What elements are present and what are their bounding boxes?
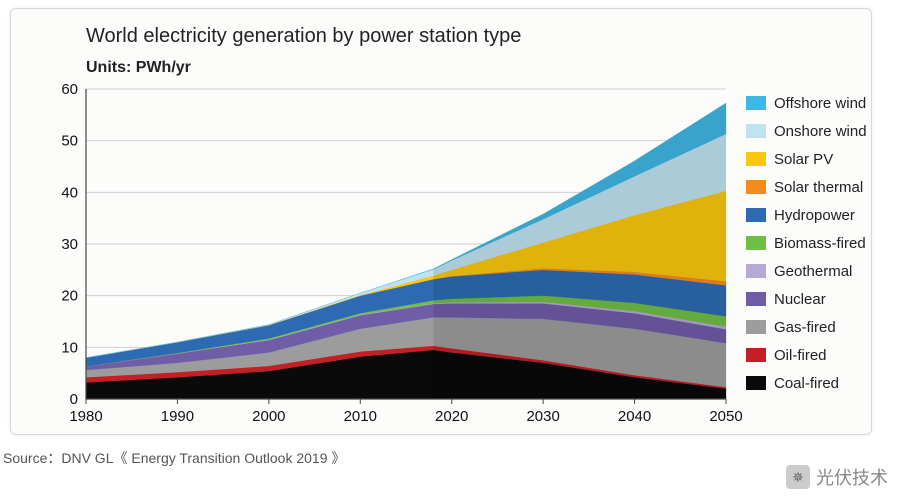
legend-swatch (746, 292, 766, 306)
stacked-area-chart: 0102030405060198019902000201020202030204… (41, 79, 861, 429)
svg-text:50: 50 (61, 133, 78, 150)
legend-swatch (746, 236, 766, 250)
svg-text:20: 20 (61, 288, 78, 305)
legend-label: Coal-fired (774, 375, 839, 392)
svg-text:40: 40 (61, 184, 78, 201)
legend-label: Onshore wind (774, 123, 867, 140)
legend-swatch (746, 264, 766, 278)
chart-legend: Offshore wind Onshore wind Solar PV Solar t… (746, 89, 886, 397)
legend-swatch (746, 320, 766, 334)
svg-text:0: 0 (70, 391, 78, 408)
chart-title: World electricity generation by power st… (86, 25, 521, 48)
legend-swatch (746, 376, 766, 390)
legend-label: Hydropower (774, 207, 855, 224)
chat-icon: ✵ (786, 465, 810, 489)
legend-label: Gas-fired (774, 319, 836, 336)
legend-swatch (746, 96, 766, 110)
svg-text:2030: 2030 (526, 408, 559, 425)
legend-swatch (746, 180, 766, 194)
legend-label: Nuclear (774, 291, 826, 308)
legend-label: Solar thermal (774, 179, 863, 196)
legend-swatch (746, 208, 766, 222)
legend-item-solar-pv: Solar PV (746, 145, 886, 173)
legend-item-coal-fired: Coal-fired (746, 369, 886, 397)
legend-item-oil-fired: Oil-fired (746, 341, 886, 369)
legend-label: Biomass-fired (774, 235, 866, 252)
legend-item-nuclear: Nuclear (746, 285, 886, 313)
svg-text:1990: 1990 (161, 408, 194, 425)
legend-item-gas-fired: Gas-fired (746, 313, 886, 341)
legend-item-biomass-fired: Biomass-fired (746, 229, 886, 257)
svg-text:2000: 2000 (252, 408, 285, 425)
legend-label: Geothermal (774, 263, 852, 280)
legend-item-onshore-wind: Onshore wind (746, 117, 886, 145)
legend-label: Offshore wind (774, 95, 866, 112)
svg-text:30: 30 (61, 236, 78, 253)
legend-item-offshore-wind: Offshore wind (746, 89, 886, 117)
legend-swatch (746, 348, 766, 362)
legend-item-hydropower: Hydropower (746, 201, 886, 229)
watermark-text: 光伏技术 (816, 464, 888, 490)
legend-item-geothermal: Geothermal (746, 257, 886, 285)
source-line: Source：DNV GL《 Energy Transition Outlook… (3, 448, 345, 468)
chart-frame: World electricity generation by power st… (10, 8, 872, 435)
svg-text:2050: 2050 (709, 408, 742, 425)
legend-label: Solar PV (774, 151, 833, 168)
legend-swatch (746, 124, 766, 138)
svg-text:60: 60 (61, 81, 78, 98)
legend-label: Oil-fired (774, 347, 827, 364)
svg-text:2020: 2020 (435, 408, 468, 425)
svg-text:2010: 2010 (344, 408, 377, 425)
legend-swatch (746, 152, 766, 166)
svg-text:10: 10 (61, 339, 78, 356)
watermark: ✵ 光伏技术 (786, 464, 888, 490)
svg-text:1980: 1980 (69, 408, 102, 425)
units-label: Units: PWh/yr (86, 59, 191, 77)
legend-item-solar-thermal: Solar thermal (746, 173, 886, 201)
svg-text:2040: 2040 (618, 408, 651, 425)
